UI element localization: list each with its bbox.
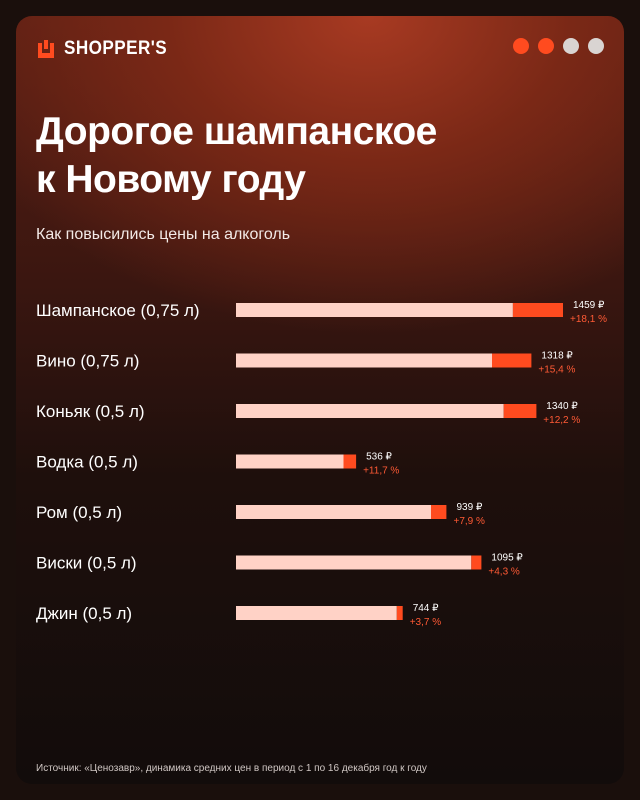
page-dot[interactable] [513,38,529,54]
value-label: 1459 ₽ [573,300,605,311]
growth-label: +18,1 % [570,314,607,325]
bar-base [236,454,344,469]
page-dot[interactable] [563,38,579,54]
category-label: Коньяк (0,5 л) [36,402,145,421]
value-label: 744 ₽ [413,603,439,614]
value-label: 939 ₽ [457,502,483,513]
page-title: Дорогое шампанское к Новому году [36,108,437,204]
category-label: Джин (0,5 л) [36,604,132,623]
bar-base [236,555,472,570]
bar-base [236,303,513,317]
source-note: Источник: «Ценозавр», динамика средних ц… [36,763,427,774]
growth-label: +3,7 % [410,617,442,628]
bar-base [236,505,431,519]
price-bar-chart: Шампанское (0,75 л) 1459 ₽ +18,1 % Вино (0,… [36,300,607,628]
category-label: Ром (0,5 л) [36,503,122,522]
category-label: Водка (0,5 л) [36,453,138,472]
page-dot[interactable] [588,38,604,54]
bar-base [236,353,492,368]
category-label: Шампанское (0,75 л) [36,301,200,320]
bar-increase [396,606,403,620]
page-subtitle: Как повысились цены на алкоголь [36,226,291,243]
value-label: 1340 ₽ [546,401,578,412]
page-indicator [513,38,604,54]
bar-increase [343,454,357,469]
bar-base [236,606,397,620]
infographic-card: SHOPPER'S Дорогое шампанское к Новому го… [16,16,624,784]
growth-label: +7,9 % [454,516,486,527]
page-dot[interactable] [538,38,554,54]
bar-increase [431,505,447,519]
category-label: Вино (0,75 л) [36,352,139,371]
growth-label: +15,4 % [538,365,575,376]
value-label: 1095 ₽ [491,553,523,564]
bar-increase [471,555,482,570]
category-label: Виски (0,5 л) [36,554,137,573]
brand-logo[interactable]: SHOPPER'S [36,38,179,60]
growth-label: +12,2 % [543,415,580,426]
brand-name: SHOPPER'S [64,38,168,59]
value-label: 1318 ₽ [541,351,573,362]
title-line-1: Дорогое шампанское [36,110,437,153]
growth-label: +11,7 % [363,466,399,477]
bar-increase [503,404,537,418]
title-line-2: к Новому году [36,158,306,201]
shopping-bag-icon [38,40,54,58]
bar-increase [492,353,532,368]
value-label: 536 ₽ [366,452,392,463]
bar-increase [512,303,563,317]
growth-label: +4,3 % [488,567,520,578]
bar-base [236,404,504,418]
